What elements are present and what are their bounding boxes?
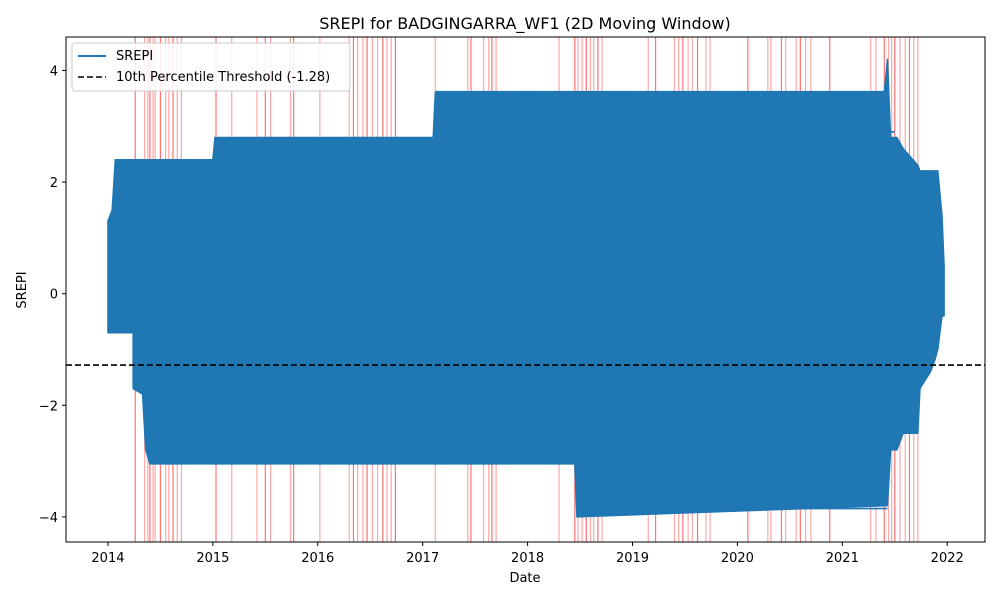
x-tick-label: 2020 — [721, 551, 754, 566]
x-tick-label: 2022 — [931, 551, 964, 566]
y-tick-label: 0 — [50, 288, 58, 303]
legend-box — [71, 42, 351, 92]
y-axis-label: SREPI — [15, 271, 30, 308]
y-axis: −4 −2 0 2 4 — [39, 64, 66, 526]
x-tick-label: 2014 — [91, 551, 124, 566]
y-tick-label: 2 — [50, 176, 58, 191]
x-tick-label: 2018 — [511, 551, 544, 566]
y-tick-label: −2 — [39, 399, 58, 414]
srepi-envelope — [107, 58, 945, 518]
x-tick-label: 2019 — [616, 551, 649, 566]
y-tick-label: 4 — [50, 64, 58, 79]
x-tick-label: 2015 — [196, 551, 229, 566]
y-tick-label: −4 — [39, 511, 58, 526]
legend-label-threshold: 10th Percentile Threshold (-1.28) — [116, 70, 330, 85]
chart-title: SREPI for BADGINGARRA_WF1 (2D Moving Win… — [319, 14, 730, 34]
x-axis-label: Date — [509, 571, 540, 586]
srepi-series — [107, 58, 945, 518]
x-axis: 2014 2015 2016 2017 2018 2019 2020 2021 2022 — [91, 542, 964, 566]
plot-area — [66, 37, 985, 542]
legend-label-srepi: SREPI — [116, 49, 153, 64]
legend: SREPI 10th Percentile Threshold (-1.28) — [71, 42, 351, 92]
plot-frame — [65, 36, 986, 543]
x-tick-label: 2021 — [826, 551, 859, 566]
x-tick-label: 2017 — [406, 551, 439, 566]
x-tick-label: 2016 — [301, 551, 334, 566]
